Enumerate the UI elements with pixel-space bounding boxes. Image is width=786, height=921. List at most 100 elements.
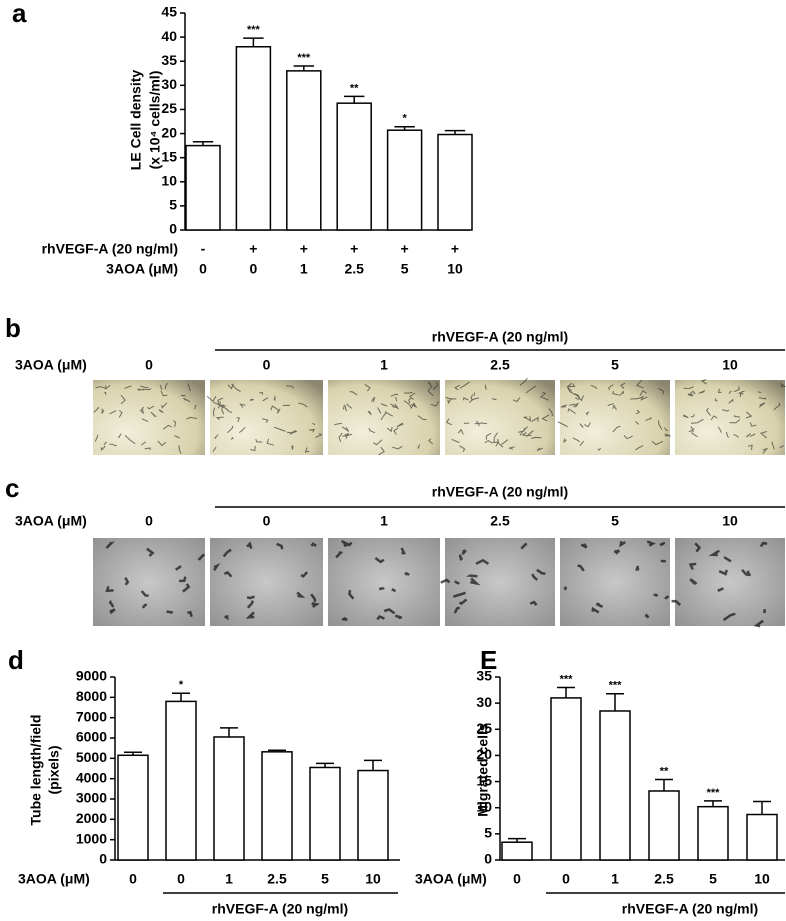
micrograph-texture (206, 383, 323, 453)
panel-label: b (5, 313, 21, 343)
micrograph (93, 538, 206, 626)
y-tick-label: 25 (476, 720, 492, 736)
significance: *** (609, 680, 623, 692)
y-axis-label: LE Cell density (128, 70, 144, 171)
concentration-label: 0 (263, 513, 271, 529)
y-tick-label: 35 (161, 52, 177, 68)
y-tick-label: 5 (484, 825, 492, 841)
x-tick-label: 10 (365, 871, 381, 887)
x-tick-label: 1 (225, 871, 233, 887)
x-tick-label: 2.5 (344, 261, 364, 277)
y-tick-label: 15 (476, 772, 492, 788)
y-tick-label: 20 (476, 746, 492, 762)
y-tick-label: 35 (476, 668, 492, 684)
bar (117, 754, 149, 861)
micrograph-bg (328, 538, 440, 626)
micrograph-texture (563, 540, 670, 619)
bar (648, 790, 680, 861)
bar (501, 841, 533, 861)
micrograph-texture (93, 382, 197, 454)
x-tick-label: 0 (250, 261, 258, 277)
y-tick-label: 1000 (76, 830, 107, 846)
bar (746, 813, 778, 861)
group-label: rhVEGF-A (20 ng/ml) (622, 901, 758, 917)
concentration-label: 10 (722, 357, 738, 373)
bar (437, 133, 473, 231)
y-axis-label: Migrated cells (475, 723, 491, 817)
bar (309, 766, 341, 861)
x-tick-label: 0 (562, 871, 570, 887)
y-tick-label: 15 (161, 148, 177, 164)
bar (185, 144, 221, 231)
x-row-label: 3AOA (μM) (106, 261, 178, 277)
y-tick-label: 10 (476, 798, 492, 814)
bar (165, 700, 197, 861)
concentration-label: 0 (263, 357, 271, 373)
y-axis-label: (x 10⁴ cells/ml) (147, 71, 163, 170)
y-tick-label: 9000 (76, 668, 107, 684)
y-tick-label: 30 (161, 76, 177, 92)
micrograph-bg (328, 380, 440, 455)
panel-label: d (8, 645, 24, 675)
x-tick-label: + (350, 241, 358, 257)
y-tick-label: 8000 (76, 688, 107, 704)
panel-label: c (5, 473, 19, 503)
micrograph-texture (440, 542, 546, 614)
micrograph-texture (334, 381, 440, 456)
y-tick-label: 0 (484, 851, 492, 867)
concentration-label: 5 (611, 357, 619, 373)
micrograph-bg (93, 380, 205, 455)
x-tick-label: 5 (401, 261, 409, 277)
y-tick-label: 5 (169, 197, 177, 213)
y-axis-label: Tube length/field (28, 715, 44, 826)
x-tick-label: 10 (754, 871, 770, 887)
bar (261, 751, 293, 861)
concentration-label: 0 (145, 513, 153, 529)
micrograph-texture (682, 379, 786, 454)
micrograph-texture (213, 541, 320, 621)
y-tick-label: 30 (476, 694, 492, 710)
group-label: rhVEGF-A (20 ng/ml) (212, 901, 348, 917)
micrograph (560, 538, 670, 626)
concentration-label: 5 (611, 513, 619, 529)
micrograph-bg (560, 380, 670, 455)
x-row-label: 3AOA (μM) (415, 871, 487, 887)
x-tick-label: 10 (447, 261, 463, 277)
group-label: rhVEGF-A (20 ng/ml) (432, 484, 568, 500)
x-tick-label: 2.5 (654, 871, 674, 887)
bar (235, 46, 272, 231)
x-tick-label: 2.5 (267, 871, 287, 887)
y-tick-label: 0 (99, 851, 107, 867)
micrograph-bg (675, 380, 785, 455)
micrograph-texture (445, 377, 553, 453)
bar (697, 805, 729, 861)
bar (599, 710, 631, 861)
x-tick-label: - (201, 241, 206, 257)
micrograph-texture (557, 379, 671, 452)
micrograph-texture (671, 541, 768, 628)
x-tick-label: + (300, 241, 308, 257)
bar (386, 129, 423, 231)
bar (286, 70, 322, 231)
y-axis-label: (pixels) (46, 745, 62, 794)
micrograph (206, 380, 323, 455)
x-tick-label: 0 (177, 871, 185, 887)
micrograph (328, 538, 440, 626)
x-tick-label: 5 (321, 871, 329, 887)
x-row-label: 3AOA (μM) (18, 871, 90, 887)
y-tick-label: 45 (161, 4, 177, 20)
micrograph-bg (445, 380, 555, 455)
concentration-label: 2.5 (490, 357, 510, 373)
x-tick-label: 1 (611, 871, 619, 887)
row-label: 3AOA (μM) (15, 357, 87, 373)
row-label: 3AOA (μM) (15, 513, 87, 529)
micrograph (675, 379, 786, 455)
micrograph-texture (335, 539, 410, 621)
significance: *** (560, 673, 574, 685)
micrograph (93, 380, 205, 455)
micrograph (440, 538, 555, 626)
y-tick-label: 20 (161, 124, 177, 140)
x-tick-label: + (451, 241, 459, 257)
y-tick-label: 40 (161, 28, 177, 44)
